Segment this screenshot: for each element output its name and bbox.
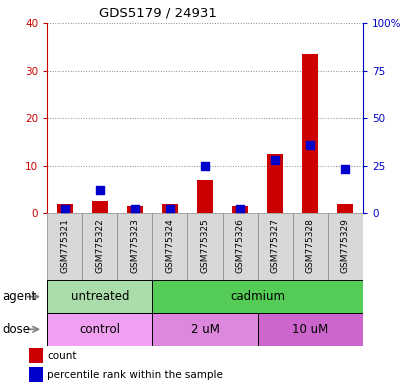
Text: GDS5179 / 24931: GDS5179 / 24931 (99, 6, 216, 19)
Text: GSM775328: GSM775328 (305, 218, 314, 273)
Point (131, 206, 138, 212)
Text: untreated: untreated (70, 290, 129, 303)
Bar (29, 367, 43, 382)
Bar (47, 213, 82, 280)
Text: 10 uM: 10 uM (291, 323, 328, 336)
Text: dose: dose (2, 323, 30, 336)
Bar (152, 280, 362, 313)
Text: GSM775329: GSM775329 (340, 218, 349, 273)
Bar (162, 204, 178, 213)
Text: GSM775324: GSM775324 (165, 218, 174, 273)
Bar (92, 201, 108, 213)
Text: control: control (79, 323, 120, 336)
Bar (82, 213, 117, 280)
Bar (327, 213, 362, 280)
Point (96, 187, 103, 194)
Bar (47, 280, 152, 313)
Text: 2 uM: 2 uM (190, 323, 219, 336)
Text: GSM775321: GSM775321 (60, 218, 69, 273)
Bar (152, 213, 187, 280)
Text: GSM775322: GSM775322 (95, 218, 104, 273)
Bar (127, 206, 142, 213)
Text: agent: agent (2, 290, 36, 303)
Bar (267, 154, 282, 213)
Text: GSM775327: GSM775327 (270, 218, 279, 273)
Bar (197, 180, 212, 213)
Bar (29, 348, 43, 363)
Bar (301, 54, 317, 213)
Bar (222, 213, 257, 280)
Bar (292, 213, 327, 280)
Bar (57, 204, 72, 213)
Point (61, 206, 68, 212)
Point (306, 142, 313, 148)
Text: count: count (47, 351, 76, 361)
Bar (117, 213, 152, 280)
Point (236, 206, 243, 212)
Point (201, 162, 208, 169)
Bar (47, 313, 152, 346)
Text: GSM775323: GSM775323 (130, 218, 139, 273)
Point (271, 157, 278, 163)
Bar (257, 313, 362, 346)
Bar (231, 206, 247, 213)
Bar (187, 213, 222, 280)
Bar (257, 213, 292, 280)
Point (166, 206, 173, 212)
Bar (152, 313, 257, 346)
Text: cadmium: cadmium (229, 290, 284, 303)
Bar (337, 204, 352, 213)
Text: percentile rank within the sample: percentile rank within the sample (47, 370, 222, 380)
Text: GSM775326: GSM775326 (235, 218, 244, 273)
Point (341, 166, 348, 172)
Text: GSM775325: GSM775325 (200, 218, 209, 273)
